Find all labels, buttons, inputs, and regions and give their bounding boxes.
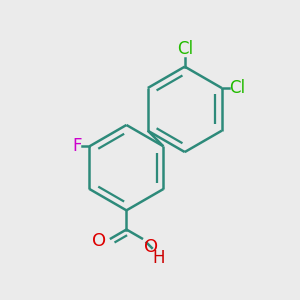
Text: Cl: Cl	[229, 79, 245, 97]
Text: H: H	[153, 249, 165, 267]
Text: Cl: Cl	[177, 40, 193, 58]
Text: O: O	[92, 232, 106, 250]
Text: F: F	[73, 137, 82, 155]
Text: O: O	[145, 238, 159, 256]
